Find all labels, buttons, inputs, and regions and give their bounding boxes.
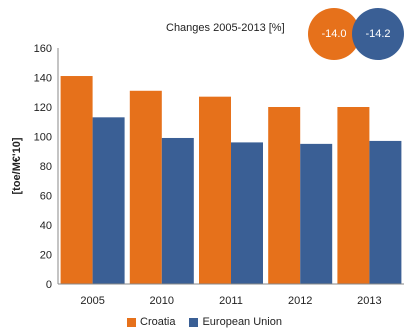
y-tick-label: 100	[34, 132, 52, 144]
bar-eu-2011	[231, 142, 263, 284]
y-tick-label: 60	[40, 191, 52, 203]
y-tick-label: 40	[40, 220, 52, 232]
bar-croatia-2005	[60, 76, 93, 285]
legend-item-eu: European Union	[189, 316, 282, 328]
eu-change-badge: -14.2	[352, 8, 404, 60]
changes-title: Changes 2005-2013 [%]	[166, 22, 285, 34]
bar-eu-2012	[300, 143, 333, 284]
x-tick-label: 2005	[80, 295, 104, 307]
x-tick-label: 2010	[150, 295, 174, 307]
bar-croatia-2012	[268, 107, 301, 284]
legend-label-croatia: Croatia	[140, 316, 176, 328]
y-tick-label: 140	[34, 73, 52, 85]
bar-croatia-2011	[199, 96, 231, 284]
bar-eu-2013	[369, 140, 402, 284]
x-tick-label: 2011	[219, 295, 243, 307]
x-tick-label: 2013	[357, 295, 381, 307]
y-tick-label: 0	[46, 279, 52, 291]
bar-croatia-2010	[129, 90, 162, 285]
legend: Croatia European Union	[0, 316, 409, 328]
bar-croatia-2013	[337, 107, 370, 284]
croatia-change-badge: -14.0	[308, 8, 360, 60]
legend-swatch-croatia	[127, 317, 136, 327]
legend-label-eu: European Union	[202, 316, 282, 328]
y-tick-label: 160	[34, 43, 52, 55]
legend-swatch-eu	[189, 317, 199, 327]
x-tick-label: 2012	[288, 295, 312, 307]
y-tick-label: 20	[40, 250, 52, 262]
legend-item-croatia: Croatia	[127, 316, 175, 328]
bar-eu-2005	[92, 117, 125, 284]
y-axis-title: [toe/M€'10]	[11, 137, 23, 194]
y-tick-label: 80	[40, 161, 52, 173]
bar-eu-2010	[161, 137, 194, 284]
y-tick-label: 120	[34, 102, 52, 114]
